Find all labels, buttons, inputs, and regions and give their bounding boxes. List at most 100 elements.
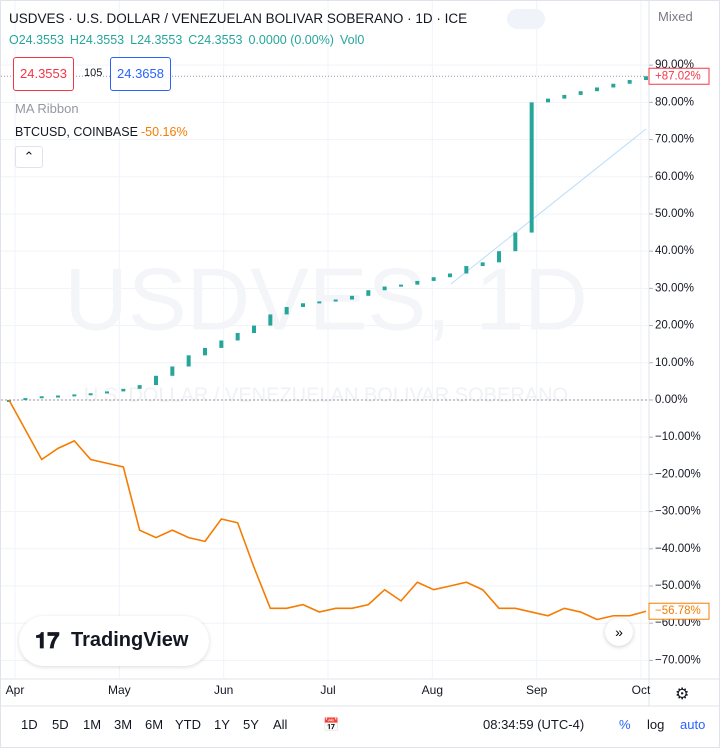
candle [56, 395, 60, 398]
range-button[interactable]: 1D [21, 717, 38, 732]
y-tick-label: 50.00% [655, 208, 694, 220]
candle [382, 286, 387, 291]
percent-toggle[interactable]: % [619, 717, 631, 732]
candle [137, 385, 142, 389]
ohlc-value: Vol0 [339, 33, 365, 47]
candle [170, 366, 175, 376]
watermark-description: U.S. DOLLAR / VENEZUELAN BOLIVAR SOBERAN… [84, 384, 568, 406]
candle [268, 314, 273, 326]
compare-change: -50.16% [141, 125, 188, 139]
range-button[interactable]: All [273, 717, 288, 732]
x-tick-label: Aug [422, 683, 443, 697]
candle [513, 232, 518, 252]
candle [627, 80, 632, 84]
range-button[interactable]: 1Y [214, 717, 230, 732]
candle [529, 102, 534, 233]
ohlc-value: O24.3553 [9, 33, 64, 47]
candle [7, 399, 11, 402]
candle [480, 262, 485, 267]
y-tick-label: −70.00% [655, 654, 701, 666]
y-tick-label: 10.00% [655, 357, 694, 369]
candle [333, 299, 338, 302]
bid-button[interactable]: 24.3553 [13, 57, 74, 91]
compare-symbol[interactable]: BTCUSD, COINBASE [15, 125, 138, 139]
settings-icon[interactable]: ⚙ [675, 686, 690, 703]
y-tick-label: 30.00% [655, 282, 694, 294]
candle [39, 396, 44, 399]
range-button[interactable]: YTD [175, 717, 201, 732]
candle [121, 388, 126, 392]
ohlc-value: L24.3553 [130, 33, 183, 47]
y-tick-label: 80.00% [655, 96, 694, 108]
y-tick-label: −10.00% [655, 431, 701, 443]
date-range-icon[interactable]: 📅 [323, 717, 340, 732]
x-tick-label: Jul [320, 683, 335, 697]
candle [252, 325, 256, 334]
candle [578, 91, 583, 95]
candle [154, 375, 158, 386]
last-value-box [648, 67, 710, 85]
scroll-right[interactable]: » [605, 618, 633, 646]
watermark-symbol: USDVES, 1D [64, 249, 587, 348]
grid [1, 1, 649, 679]
y-tick-label: −40.00% [655, 543, 701, 555]
candle [284, 306, 289, 315]
range-button[interactable]: 5D [52, 717, 69, 732]
candle [611, 83, 616, 88]
candle [464, 266, 469, 274]
candle [23, 398, 28, 401]
series-line [8, 399, 647, 621]
ohlc-value: 0.0000 (0.00%) [248, 33, 334, 47]
ohlc-value: H24.3553 [69, 33, 125, 47]
candle [562, 94, 567, 99]
y-tick-label: −60.00% [655, 617, 701, 629]
y-tick-label: −30.00% [655, 506, 701, 518]
candle [546, 98, 550, 103]
candle [203, 347, 207, 356]
candle [448, 273, 452, 278]
candle [186, 355, 191, 367]
range-button[interactable]: 5Y [243, 717, 259, 732]
range-button[interactable]: 1M [83, 717, 102, 732]
last-value-label: −56.78% [655, 605, 701, 617]
y-tick-label: −50.00% [655, 580, 701, 592]
ask-button[interactable]: 24.3658 [110, 57, 171, 91]
y-tick-label: 0.00% [655, 394, 688, 406]
y-tick-label: 70.00% [655, 134, 694, 146]
range-button[interactable]: 6M [145, 717, 164, 732]
x-tick-label: Sep [526, 683, 548, 697]
range-button[interactable]: 3M [114, 717, 133, 732]
candle [72, 394, 77, 397]
candle [497, 251, 501, 263]
candle [350, 295, 354, 300]
symbol-title[interactable]: USDVES · U.S. DOLLAR / VENEZUELAN BOLIVA… [9, 11, 468, 26]
trend-line [450, 128, 647, 285]
indicator-name[interactable]: MA Ribbon [15, 101, 79, 116]
log-toggle[interactable]: log [647, 717, 665, 732]
candle [88, 393, 93, 396]
status-pill [507, 9, 545, 29]
collapse-button[interactable]: ⌃ [15, 146, 43, 168]
scale-mode[interactable]: Mixed [658, 9, 693, 24]
candle [415, 280, 420, 285]
y-tick-label: 20.00% [655, 320, 694, 332]
y-tick-label: −20.00% [655, 468, 701, 480]
last-value-box [648, 602, 710, 620]
y-tick-label: 90.00% [655, 59, 694, 71]
clock: 08:34:59 (UTC-4) [483, 717, 585, 732]
candle [301, 303, 305, 307]
y-tick-label: 40.00% [655, 245, 694, 257]
x-tick-label: May [108, 683, 131, 697]
last-value-label: +87.02% [655, 70, 701, 82]
auto-toggle[interactable]: auto [680, 717, 706, 732]
candle [235, 333, 240, 341]
x-tick-label: Jun [214, 683, 233, 697]
logo-badge[interactable]: 𝟏𝟕 TradingView [19, 616, 209, 666]
ohlc-row: O24.3553 H24.3553 L24.3553 C24.3553 0.0000 (… [9, 33, 370, 47]
candle [644, 76, 648, 81]
candle [399, 284, 403, 287]
candle [105, 391, 109, 394]
logo-text: TradingView [71, 629, 189, 651]
x-tick-label: Oct [632, 683, 651, 697]
y-tick-label: 60.00% [655, 171, 694, 183]
